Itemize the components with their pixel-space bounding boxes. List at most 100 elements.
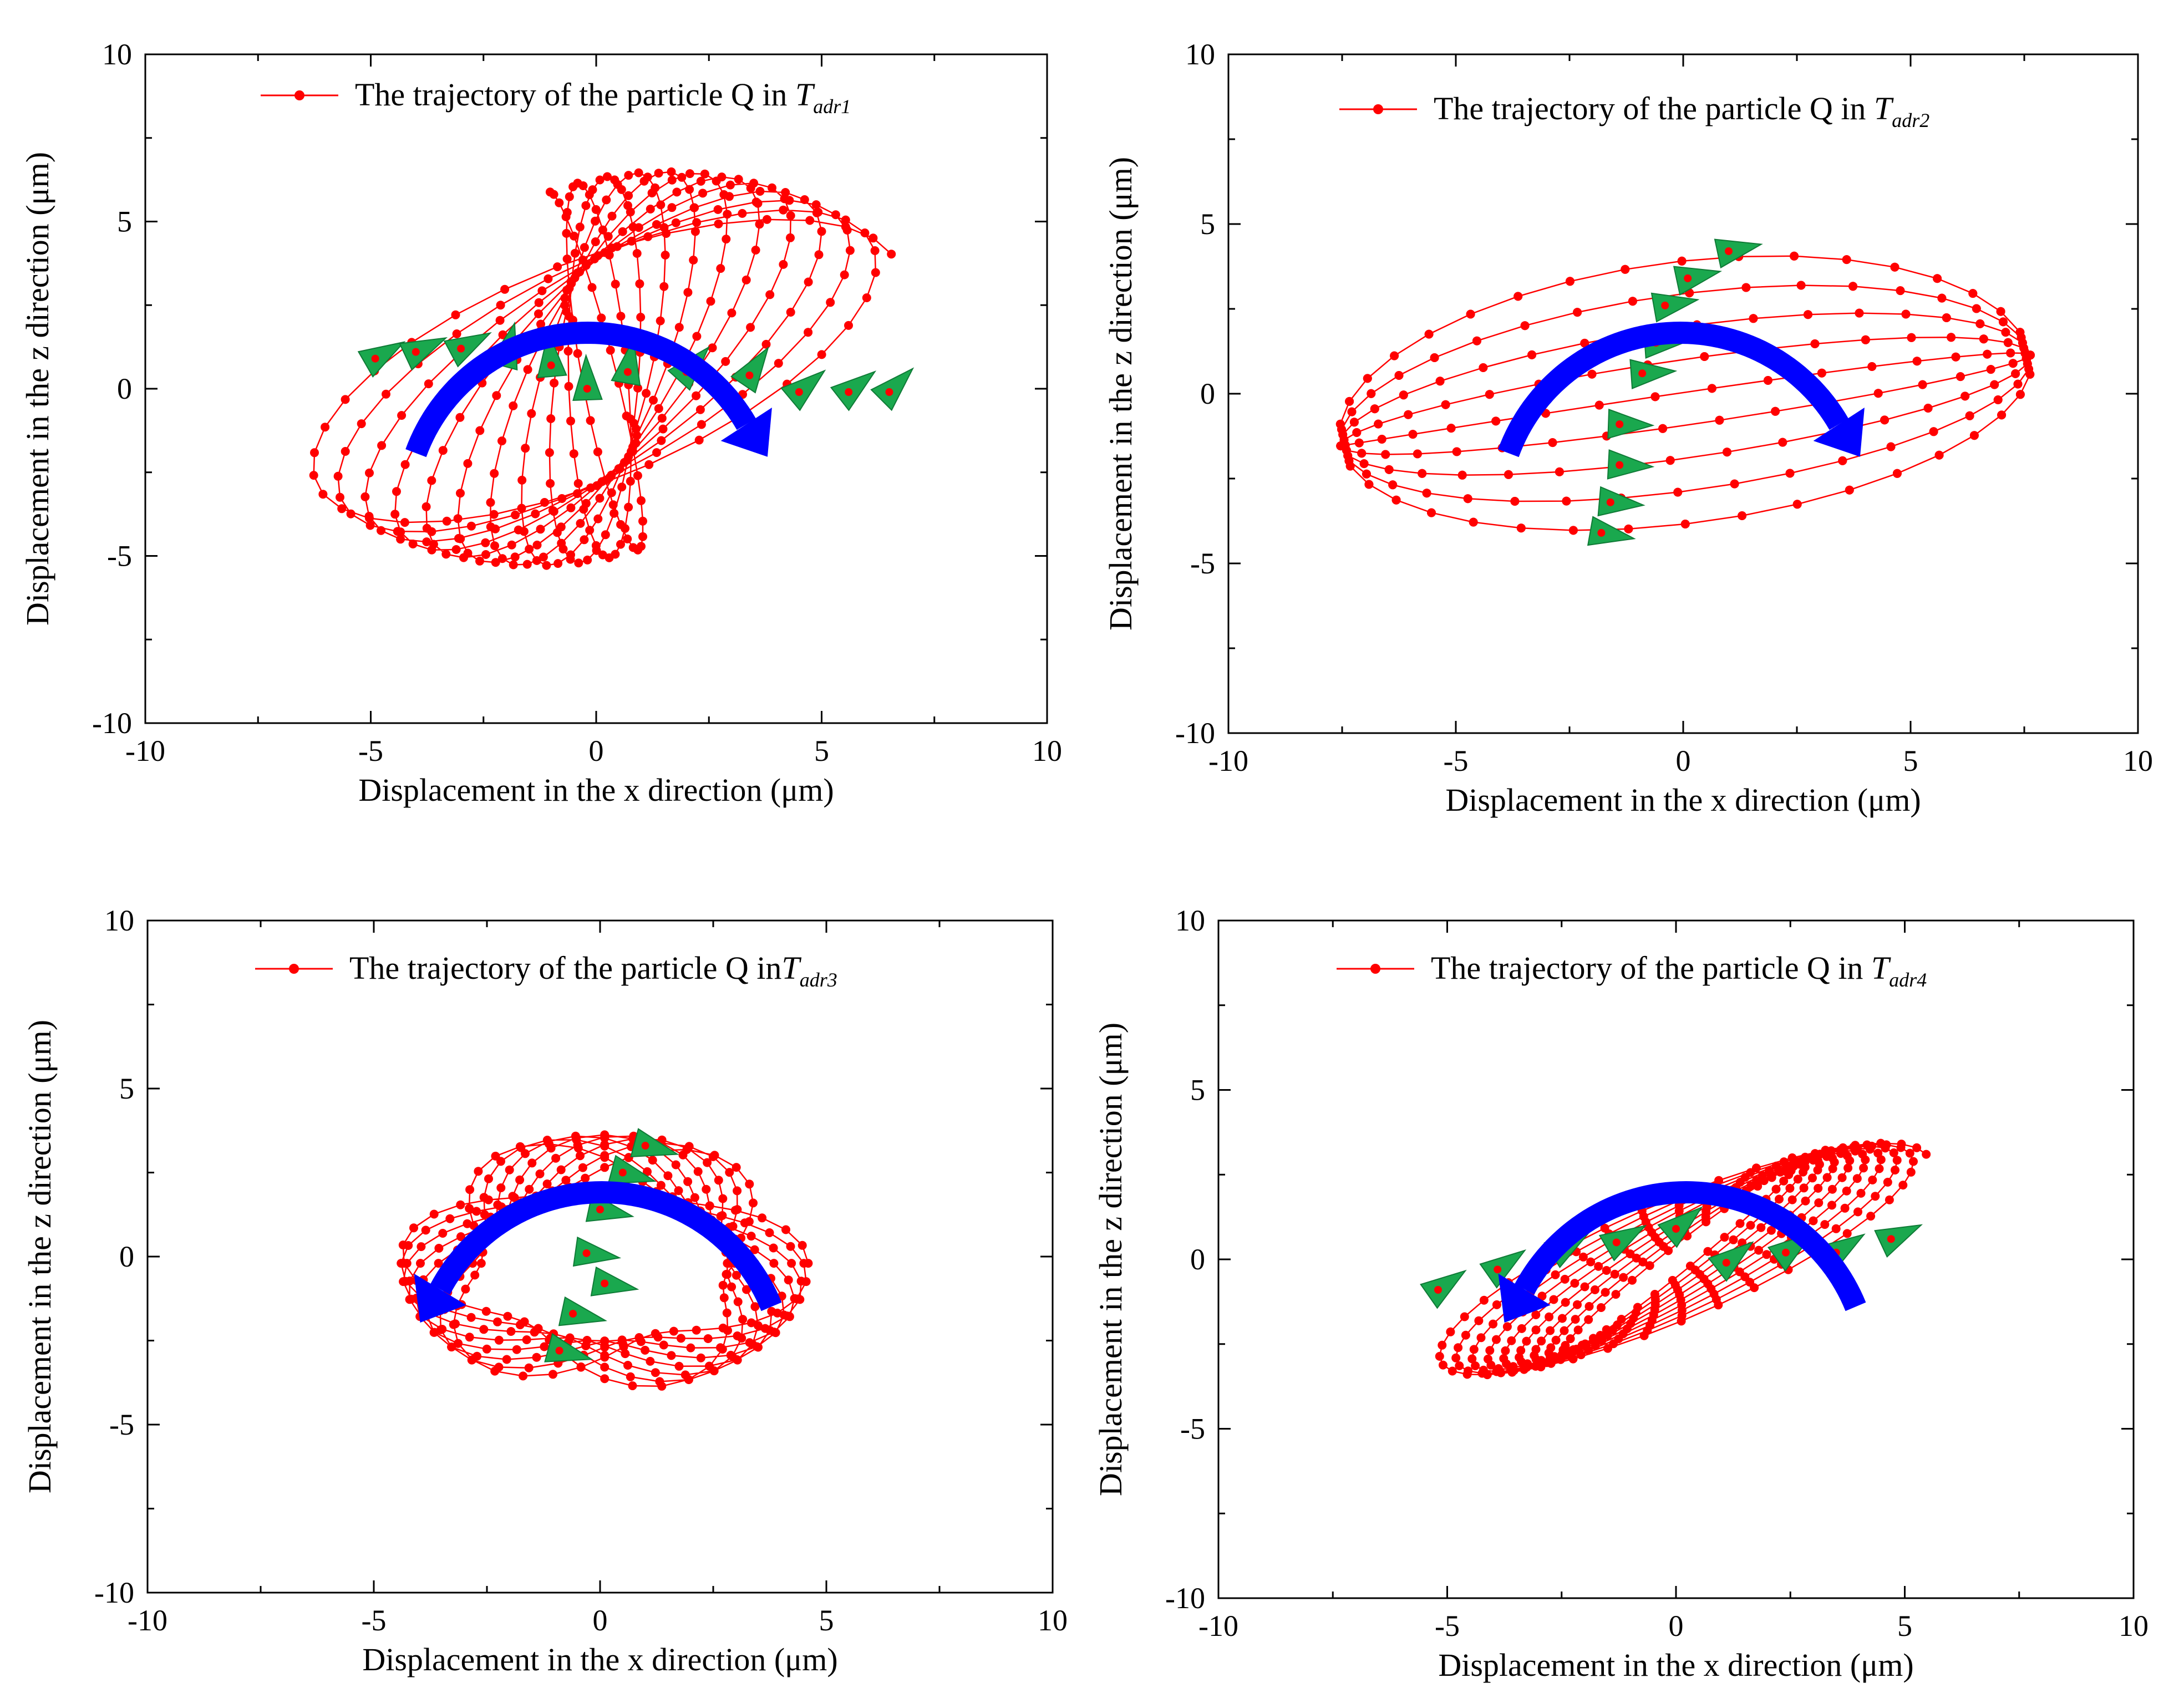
trajectory-point: [1814, 1183, 1823, 1193]
trajectory-point: [1345, 396, 1354, 406]
trajectory-point: [1738, 511, 1747, 520]
trajectory-point: [674, 1361, 684, 1371]
trajectory-point: [732, 1163, 741, 1172]
trajectory-point: [1549, 1295, 1558, 1304]
trajectory-point: [465, 1185, 475, 1194]
trajectory-point: [1555, 467, 1564, 476]
trajectory-point: [600, 1163, 610, 1172]
trajectory-point: [553, 559, 563, 568]
trajectory-point: [532, 556, 541, 565]
trajectory-point: [1735, 1219, 1745, 1228]
legend-symbol: T: [781, 950, 801, 986]
trajectory-point: [1545, 1312, 1554, 1321]
trajectory-point: [1906, 1167, 1916, 1177]
trajectory-point: [1578, 1252, 1588, 1262]
trajectory-point: [1537, 1336, 1546, 1346]
trajectory-point: [318, 490, 328, 499]
trajectory-point: [591, 205, 601, 214]
trajectory-point: [465, 1204, 474, 1213]
trajectory-point: [1729, 1235, 1738, 1244]
trajectory-point: [333, 471, 343, 481]
trajectory-point: [761, 339, 771, 349]
x-tick-label: 10: [2123, 744, 2153, 777]
trajectory-point: [667, 167, 676, 176]
trajectory-point: [566, 503, 576, 512]
trajectory-point: [1451, 1353, 1461, 1362]
legend-label: The trajectory of the particle Q inTadr3: [349, 950, 837, 991]
x-axis-title: Displacement in the x direction (μm): [358, 772, 834, 808]
trajectory-point: [390, 510, 400, 519]
trajectory-point: [1479, 363, 1488, 372]
trajectory-point: [1801, 1196, 1810, 1206]
trajectory-point: [408, 540, 418, 548]
trajectory-point: [525, 1184, 534, 1194]
trajectory-point: [623, 534, 632, 543]
trajectory-point: [1577, 1340, 1587, 1350]
direction-arrow-marker: [1420, 1269, 1467, 1309]
trajectory-point: [1548, 438, 1557, 448]
trajectory-point: [862, 293, 871, 302]
trajectory-point: [722, 1308, 732, 1318]
direction-arrow-marker: [1629, 359, 1678, 390]
trajectory-point: [1673, 487, 1683, 497]
trajectory-point: [725, 180, 735, 190]
trajectory-point: [1413, 449, 1422, 459]
trajectory-point: [456, 1232, 465, 1242]
trajectory-point: [646, 205, 655, 213]
trajectory-point: [551, 1153, 561, 1163]
trajectory-point: [1492, 1300, 1501, 1309]
trajectory-point: [511, 510, 520, 520]
trajectory-point: [805, 216, 815, 225]
trajectory-point: [1457, 470, 1467, 480]
trajectory-point: [509, 560, 518, 570]
trajectory-point: [1464, 1366, 1473, 1376]
trajectory-point: [1730, 479, 1739, 489]
x-axis-title: Displacement in the x direction (μm): [1445, 782, 1921, 818]
trajectory-point: [492, 391, 501, 400]
trajectory-point: [732, 1270, 741, 1280]
legend: The trajectory of the particle Q in Tadr…: [1337, 950, 1927, 991]
trajectory-point: [545, 187, 555, 197]
legend-marker: [1370, 964, 1380, 974]
trajectory-point: [1466, 309, 1475, 319]
x-tick-label: 5: [819, 1604, 834, 1637]
trajectory-point: [1594, 400, 1604, 410]
direction-arrow-marker: [537, 330, 567, 379]
trajectory-point: [624, 171, 633, 180]
trajectory-point: [1827, 1184, 1837, 1194]
trajectory-point: [786, 233, 795, 242]
direction-arrow-marker: [630, 1128, 679, 1158]
trajectory-point: [755, 187, 765, 196]
marker-point: [1661, 301, 1669, 309]
trajectory-point: [310, 448, 319, 457]
trajectory-point: [672, 187, 682, 197]
trajectory-point: [1363, 374, 1372, 383]
trajectory-point: [1566, 1334, 1575, 1344]
y-tick-label: 5: [117, 205, 132, 238]
trajectory-point: [555, 198, 564, 207]
legend-subscript: adr2: [1892, 109, 1929, 131]
trajectory-point: [1809, 1216, 1818, 1226]
marker-point: [623, 368, 632, 376]
trajectory-point: [421, 1226, 430, 1235]
trajectory-point: [438, 446, 448, 455]
trajectory-point: [474, 1167, 483, 1176]
y-tick-label: 10: [102, 38, 132, 71]
trajectory-point: [1901, 309, 1911, 319]
trajectory-point: [453, 1339, 463, 1348]
trajectory-point: [1956, 372, 1965, 382]
trajectory-point: [703, 1158, 712, 1167]
trajectory-point: [611, 279, 620, 289]
trajectory-point: [546, 479, 555, 488]
x-tick-label: -5: [1444, 744, 1469, 777]
trajectory-point: [532, 1353, 541, 1362]
rotation-arrow: [405, 321, 756, 457]
legend-label-text: The trajectory of the particle Q in: [1434, 90, 1874, 126]
trajectory-point: [1472, 336, 1481, 345]
rotation-arrow-head: [720, 408, 772, 457]
trajectory-point: [714, 219, 723, 228]
trajectory-point: [651, 183, 660, 192]
trajectory-point: [1509, 1362, 1518, 1371]
trajectory-point: [1336, 441, 1345, 451]
trajectory-point: [710, 1151, 719, 1160]
